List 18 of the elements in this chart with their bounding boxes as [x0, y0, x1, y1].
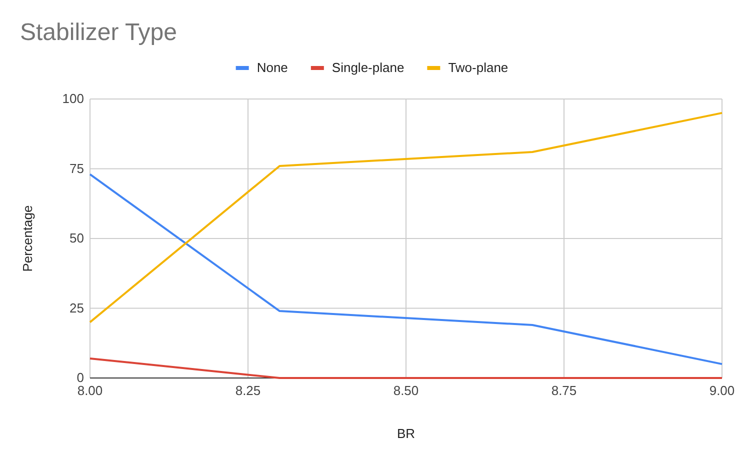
- x-axis-title: BR: [396, 426, 416, 441]
- y-tick-label: 25: [70, 300, 84, 316]
- y-tick-label: 50: [70, 230, 84, 246]
- x-tick-label: 8.25: [235, 383, 261, 398]
- y-axis-title: Percentage: [20, 205, 35, 272]
- legend-label: Single-plane: [332, 60, 404, 75]
- x-tick-label: 8.50: [393, 383, 419, 398]
- legend-label: Two-plane: [448, 60, 508, 75]
- line-series: [89, 112, 723, 324]
- y-tick-label: 75: [70, 160, 84, 176]
- y-tick-label: 100: [62, 91, 84, 106]
- x-tick-label: 8.75: [551, 383, 577, 398]
- x-tick-label: 9.00: [709, 383, 735, 398]
- legend-label: None: [256, 60, 288, 75]
- x-tick-label: 8.00: [77, 383, 103, 398]
- chart-title: Stabilizer Type: [20, 19, 177, 46]
- y-tick-label: 0: [76, 370, 84, 386]
- line-series: [89, 173, 723, 366]
